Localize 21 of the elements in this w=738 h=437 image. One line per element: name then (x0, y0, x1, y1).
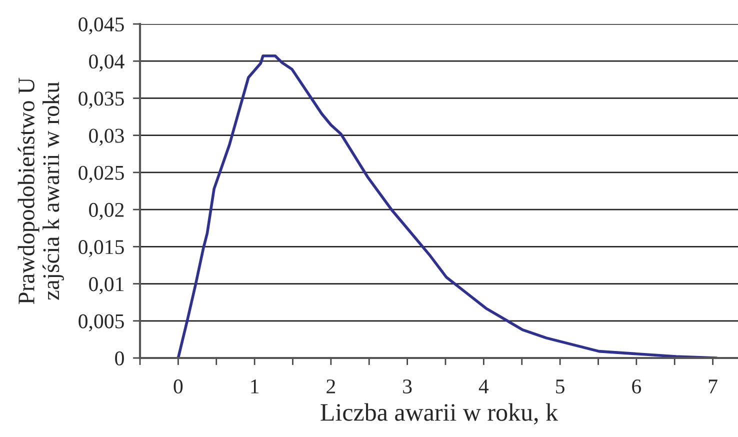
x-tick-label: 0 (174, 379, 183, 394)
y-tick-label: 0,035 (78, 92, 124, 109)
x-tick-label: 4 (478, 380, 489, 394)
x-tick-label: 5 (556, 380, 564, 394)
y-tick-label: 0,02 (89, 202, 124, 220)
y-tick-label: 0,005 (78, 314, 124, 332)
y-tick-label: 0 (115, 351, 124, 366)
y-tick-label: 0,04 (89, 54, 124, 72)
x-tick-label: 2 (326, 379, 335, 394)
y-tick-label: 0,025 (78, 166, 124, 183)
x-tick-label: 1 (251, 380, 259, 394)
y-tick-label: 0,01 (89, 277, 124, 294)
y-tick-label: 0,015 (78, 240, 124, 258)
y-tick-label: 0,045 (78, 17, 124, 34)
x-axis-title: Liczba awarii w roku, k (320, 403, 558, 424)
line-series (176, 54, 718, 358)
y-tick-label: 0,03 (89, 128, 124, 146)
x-tick-label: 6 (632, 379, 642, 394)
y-axis-title: Prawdopodobieństwo U zajścia k awarii w roku (18, 78, 64, 304)
x-tick-label: 7 (708, 380, 718, 394)
x-tick-label: 3 (403, 379, 412, 394)
